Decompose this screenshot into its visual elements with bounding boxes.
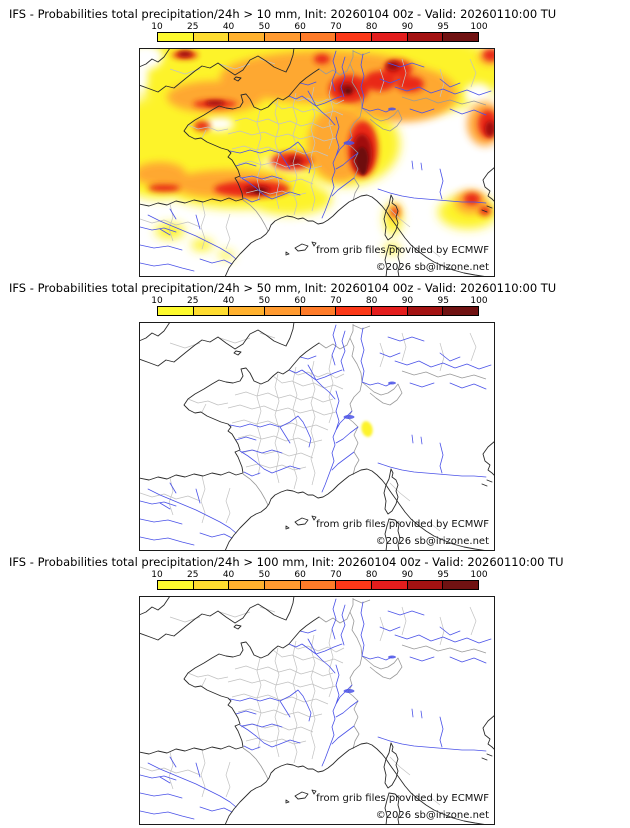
map-precip-gt-100mm: from grib files provided by ECMWF ©2026 … [139, 596, 495, 825]
colorbar-segment [228, 33, 265, 41]
colorbar-tick-label: 50 [258, 296, 271, 306]
colorbar-segment [371, 581, 407, 589]
attribution-text: from grib files provided by ECMWF [316, 793, 489, 804]
colorbar-segment [228, 581, 265, 589]
colorbar-tick-label: 60 [294, 296, 306, 306]
colorbar-tick-label: 10 [151, 296, 163, 306]
colorbar-tick-label: 100 [470, 22, 488, 32]
probability-colorbar [157, 32, 479, 42]
colorbar-tick-label: 80 [365, 22, 378, 32]
copyright-text: ©2026 sb@irizone.net [375, 810, 489, 821]
colorbar-segment [158, 581, 193, 589]
map-precip-gt-50mm: from grib files provided by ECMWF ©2026 … [139, 322, 495, 551]
colorbar-segment [335, 33, 372, 41]
colorbar-tick-label: 80 [365, 570, 378, 580]
colorbar-segment [371, 33, 407, 41]
colorbar-block: 10 25 40 50 60 70 80 90 95 100 [151, 295, 488, 316]
page-title: IFS - Probabilities total precipitation/… [9, 281, 557, 295]
panel-precip-gt-100mm: IFS - Probabilities total precipitation/… [0, 555, 630, 825]
panel-precip-gt-10mm: IFS - Probabilities total precipitation/… [0, 7, 630, 277]
colorbar-segment [264, 581, 300, 589]
colorbar-tick-label: 90 [401, 570, 414, 580]
colorbar-tick-label: 95 [437, 22, 449, 32]
colorbar-tick-label: 40 [222, 296, 235, 306]
colorbar-tick-label: 100 [470, 296, 488, 306]
colorbar-segment [228, 307, 265, 315]
colorbar-segment [158, 307, 193, 315]
colorbar-segment [442, 33, 479, 41]
copyright-text: ©2026 sb@irizone.net [375, 262, 489, 273]
colorbar-ticks: 10 25 40 50 60 70 80 90 95 100 [151, 569, 487, 580]
colorbar-tick-label: 25 [187, 296, 199, 306]
colorbar-segment [264, 33, 300, 41]
colorbar-tick-label: 50 [258, 570, 271, 580]
attribution-text: from grib files provided by ECMWF [316, 245, 489, 256]
colorbar-tick-label: 95 [437, 296, 449, 306]
map-precip-gt-10mm: from grib files provided by ECMWF ©2026 … [139, 48, 495, 277]
colorbar-ticks: 10 25 40 50 60 70 80 90 95 100 [151, 21, 487, 32]
map-france-image [140, 49, 494, 276]
colorbar-segment [406, 307, 443, 315]
colorbar-tick-label: 40 [222, 22, 235, 32]
colorbar-tick-label: 60 [294, 570, 306, 580]
colorbar-tick-label: 50 [258, 22, 271, 32]
colorbar-segment [264, 307, 300, 315]
probability-colorbar [157, 580, 479, 590]
colorbar-block: 10 25 40 50 60 70 80 90 95 100 [151, 21, 488, 42]
colorbar-segment [406, 33, 443, 41]
colorbar-ticks: 10 25 40 50 60 70 80 90 95 100 [151, 295, 487, 306]
map-france-image [140, 597, 494, 824]
colorbar-segment [335, 307, 372, 315]
colorbar-tick-label: 70 [330, 22, 342, 32]
map-france-image [140, 323, 494, 550]
colorbar-tick-label: 90 [401, 296, 414, 306]
colorbar-segment [442, 581, 479, 589]
colorbar-tick-label: 70 [330, 570, 342, 580]
colorbar-segment [192, 33, 229, 41]
page-title: IFS - Probabilities total precipitation/… [9, 555, 564, 569]
copyright-text: ©2026 sb@irizone.net [375, 536, 489, 547]
colorbar-segment [335, 581, 372, 589]
colorbar-segment [192, 581, 229, 589]
colorbar-segment [192, 307, 229, 315]
colorbar-tick-label: 25 [187, 570, 199, 580]
page-title: IFS - Probabilities total precipitation/… [9, 7, 557, 21]
colorbar-tick-label: 10 [151, 22, 163, 32]
colorbar-segment [406, 581, 443, 589]
colorbar-segment [299, 307, 336, 315]
colorbar-segment [442, 307, 479, 315]
attribution-text: from grib files provided by ECMWF [316, 519, 489, 530]
colorbar-tick-label: 80 [365, 296, 378, 306]
colorbar-tick-label: 95 [437, 570, 449, 580]
colorbar-tick-label: 90 [401, 22, 414, 32]
colorbar-tick-label: 25 [187, 22, 199, 32]
panel-precip-gt-50mm: IFS - Probabilities total precipitation/… [0, 281, 630, 551]
colorbar-tick-label: 60 [294, 22, 306, 32]
colorbar-tick-label: 40 [222, 570, 235, 580]
colorbar-segment [371, 307, 407, 315]
colorbar-segment [299, 33, 336, 41]
probability-colorbar [157, 306, 479, 316]
colorbar-tick-label: 10 [151, 570, 163, 580]
colorbar-block: 10 25 40 50 60 70 80 90 95 100 [151, 569, 488, 590]
colorbar-tick-label: 100 [470, 570, 488, 580]
colorbar-segment [299, 581, 336, 589]
colorbar-segment [158, 33, 193, 41]
colorbar-tick-label: 70 [330, 296, 342, 306]
